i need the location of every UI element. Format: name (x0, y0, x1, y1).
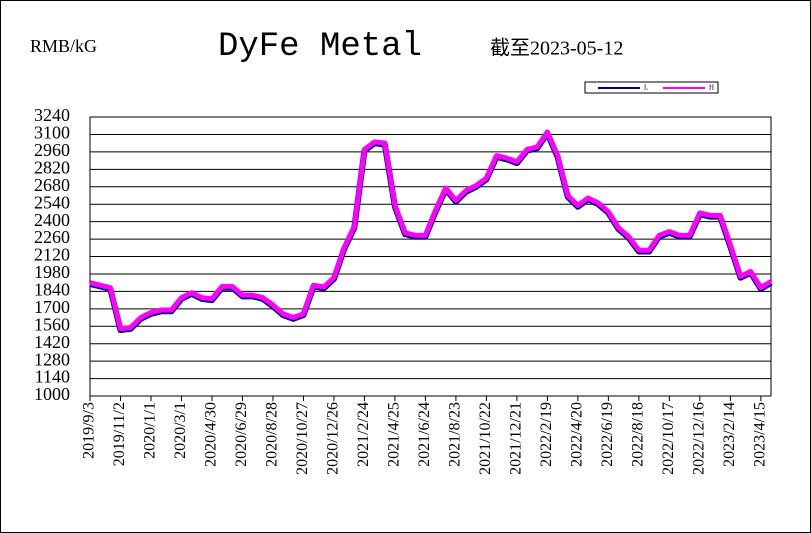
y-tick-label: 2540 (34, 192, 70, 212)
x-tick-label: 2022/6/19 (599, 402, 616, 467)
x-tick-label: 2020/10/27 (294, 402, 311, 475)
y-tick-label: 1420 (34, 332, 70, 352)
y-tick-label: 1280 (34, 349, 70, 369)
x-tick-label: 2021/12/21 (508, 402, 525, 475)
x-tick-label: 2020/12/26 (325, 402, 342, 475)
y-tick-label: 1140 (35, 367, 70, 387)
x-tick-label: 2021/2/24 (355, 402, 372, 467)
x-tick-label: 2022/12/16 (691, 402, 708, 475)
x-tick-label: 2021/10/22 (477, 402, 494, 475)
y-tick-label: 2960 (34, 140, 70, 160)
y-tick-label: 2400 (34, 210, 70, 230)
x-tick-label: 2021/6/24 (416, 402, 433, 467)
legend-label: L (644, 84, 648, 92)
x-tick-label: 2022/4/20 (569, 402, 586, 467)
y-tick-label: 2260 (34, 227, 70, 247)
x-tick-label: 2019/11/2 (111, 402, 128, 466)
x-tick-label: 2020/4/30 (203, 402, 220, 467)
y-tick-label: 1000 (34, 384, 70, 404)
y-tick-label: 2120 (34, 245, 70, 265)
x-tick-label: 2020/6/29 (233, 402, 250, 467)
x-tick-label: 2021/8/23 (447, 402, 464, 467)
x-tick-label: 2020/3/1 (172, 402, 189, 459)
chart-title: DyFe Metal (218, 28, 422, 66)
y-tick-label: 1980 (34, 262, 70, 282)
x-tick-label: 2019/9/3 (81, 402, 98, 459)
x-tick-label: 2023/4/15 (752, 402, 769, 467)
x-tick-label: 2021/4/25 (386, 402, 403, 467)
y-tick-label: 3240 (34, 105, 70, 125)
x-tick-label: 2023/2/14 (721, 402, 738, 467)
y-tick-label: 1840 (34, 280, 70, 300)
x-tick-label: 2020/8/28 (264, 402, 281, 467)
legend-label: H (709, 84, 714, 92)
x-tick-label: 2022/10/17 (660, 402, 677, 475)
x-tick-label: 2022/8/18 (630, 402, 647, 467)
x-tick-label: 2022/2/19 (538, 402, 555, 467)
y-tick-label: 2820 (34, 157, 70, 177)
y-tick-label: 2680 (34, 175, 70, 195)
series-line (89, 129, 773, 332)
y-tick-label: 3100 (34, 123, 70, 143)
legend (584, 81, 719, 94)
y-tick-label: 1560 (34, 314, 70, 334)
date-note: 截至2023-05-12 (490, 37, 623, 60)
unit-label: RMB/kG (30, 36, 97, 56)
y-tick-label: 1700 (34, 297, 70, 317)
x-tick-label: 2020/1/1 (142, 402, 159, 459)
